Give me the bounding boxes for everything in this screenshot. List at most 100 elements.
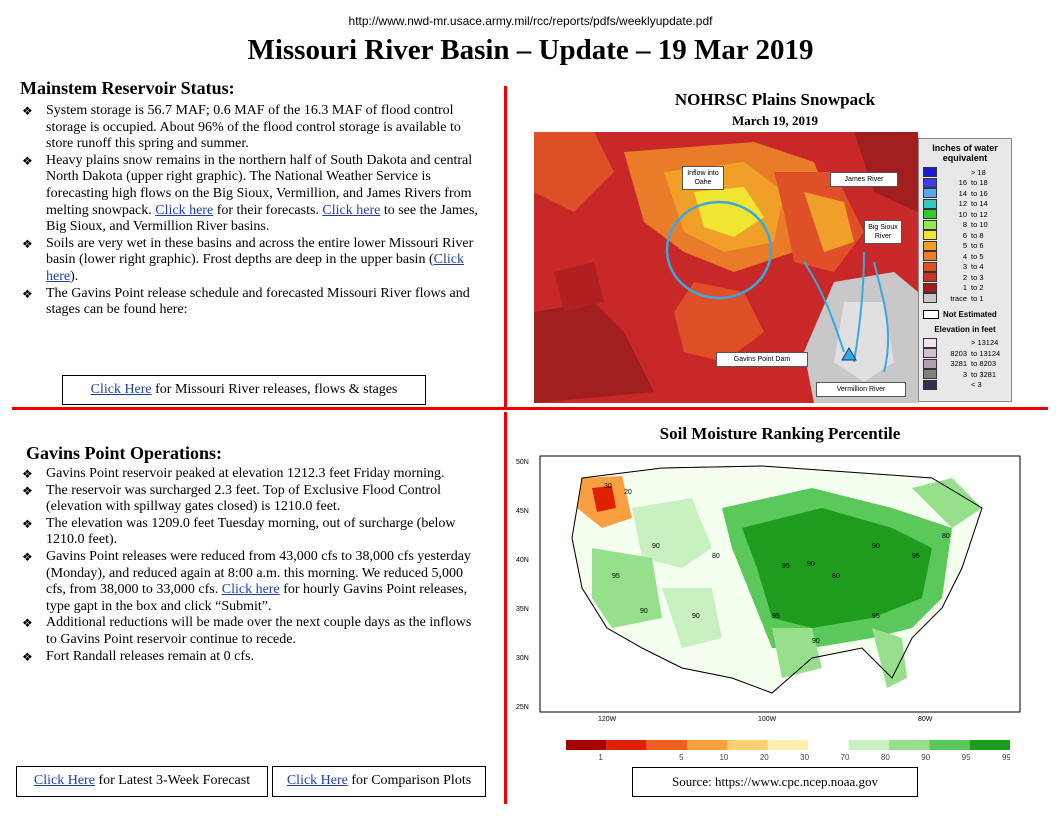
callout-big-sioux-river: Big Sioux River bbox=[864, 220, 902, 244]
scale-swatch bbox=[888, 740, 930, 750]
three-week-forecast-box[interactable]: Click Here for Latest 3-Week Forecast bbox=[16, 766, 268, 797]
scale-swatch bbox=[767, 740, 809, 750]
list-item: ❖ Gavins Point releases were reduced from… bbox=[0, 549, 485, 615]
soil-axis-ticks: 50N 45N 40N 35N 30N 25N 120W 100W 80W bbox=[516, 459, 933, 723]
callout-james-river: James River bbox=[830, 172, 898, 187]
bullet-text: The Gavins Point release schedule and fo… bbox=[46, 285, 470, 318]
not-estimated-text: Not Estimated bbox=[943, 309, 997, 319]
box-text: for Missouri River releases, flows & sta… bbox=[151, 382, 398, 397]
reservoir-heading: Mainstem Reservoir Status: bbox=[20, 78, 235, 98]
snow-legend-high: to 4 bbox=[971, 262, 984, 272]
scale-label: 30 bbox=[800, 753, 809, 762]
snow-legend-high: to 14 bbox=[971, 199, 988, 209]
contour-label: 90 bbox=[812, 638, 820, 645]
snow-legend-low: 3 bbox=[962, 262, 967, 272]
hourly-releases-link[interactable]: Click here bbox=[221, 582, 280, 598]
releases-link[interactable]: Click Here bbox=[90, 382, 152, 397]
snow-legend-swatch bbox=[923, 272, 937, 283]
contour-label: 95 bbox=[912, 553, 920, 560]
diamond-bullet-icon: ❖ bbox=[22, 286, 33, 301]
list-item: ❖ The elevation was 1209.0 feet Tuesday m… bbox=[0, 516, 485, 549]
scale-label: 90 bbox=[921, 753, 930, 762]
soil-scale-graphic: 1 5 10 20 30 70 80 90 95 99 bbox=[566, 740, 1011, 762]
snow-legend-row: 10 to 12 bbox=[923, 209, 1007, 220]
bullet-text: Gavins Point releases were reduced from … bbox=[46, 548, 471, 598]
frost-depth-link[interactable]: Click here bbox=[46, 252, 464, 284]
snow-legend-swatch bbox=[923, 251, 937, 262]
bullet-text: Soils are very wet in these basins and a… bbox=[46, 235, 474, 268]
scale-label: 80 bbox=[881, 753, 890, 762]
contour-label: 90 bbox=[872, 543, 880, 550]
diamond-bullet-icon: ❖ bbox=[22, 549, 33, 564]
snow-legend-row: 2 to 3 bbox=[923, 272, 1007, 283]
bullet-text: to see the James, Big Sioux, and Vermill… bbox=[46, 202, 478, 235]
snow-legend-high: > 18 bbox=[971, 167, 986, 177]
snow-legend-high: to 2 bbox=[971, 283, 984, 293]
scale-label: 1 bbox=[598, 753, 603, 762]
scale-swatch bbox=[808, 740, 849, 750]
gavins-heading: Gavins Point Operations: bbox=[26, 443, 223, 463]
source-text: Source: https://www.cpc.ncep.noaa.gov bbox=[671, 774, 879, 789]
bullet-text: The reservoir was surcharged 2.3 feet. T… bbox=[46, 482, 442, 515]
legend-rows: > 18 16 to 18 14 to 16 12 to 14 10 to 12 8 to 10 6 t… bbox=[919, 165, 1011, 306]
snowpack-map: Inflow into Oahe James River Big Sioux R… bbox=[534, 132, 918, 403]
box-text: for Comparison Plots bbox=[347, 773, 472, 788]
contour-label: 90 bbox=[807, 561, 815, 568]
bullet-text: The elevation was 1209.0 feet Tuesday mo… bbox=[46, 515, 456, 548]
source-box: Source: https://www.cpc.ncep.noaa.gov bbox=[632, 767, 918, 797]
scale-swatch bbox=[646, 740, 688, 750]
bullet-text: for hourly Gavins Point releases, type g… bbox=[46, 582, 468, 614]
snow-legend-high: to 6 bbox=[971, 241, 984, 251]
comparison-plots-box[interactable]: Click Here for Comparison Plots bbox=[272, 766, 486, 797]
releases-flows-stages-box[interactable]: Click Here for Missouri River releases, … bbox=[62, 375, 426, 405]
soil-moisture-map: 50N 45N 40N 35N 30N 25N 120W 100W 80W 30 20 90 80 90… bbox=[512, 448, 1032, 724]
lat-tick-label: 25N bbox=[516, 704, 529, 711]
snow-legend-swatch bbox=[923, 293, 937, 304]
lon-tick-label: 80W bbox=[918, 716, 933, 723]
box-text: for Latest 3-Week Forecast bbox=[94, 773, 251, 788]
diamond-bullet-icon: ❖ bbox=[22, 236, 33, 251]
elev-legend-high: to 8203 bbox=[971, 359, 997, 369]
snow-legend-swatch bbox=[923, 198, 937, 209]
horizontal-divider bbox=[12, 407, 1048, 410]
snow-legend-swatch bbox=[923, 188, 937, 199]
snow-legend-low: 16 bbox=[958, 178, 967, 188]
scale-label: 10 bbox=[719, 753, 728, 762]
bullet-text: Gavins Point reservoir peaked at elevati… bbox=[46, 466, 445, 481]
soil-contour-labels: 30 20 90 80 90 95 90 95 90 80 90 95 80 95 95 90 bbox=[604, 483, 950, 645]
comparison-plots-link[interactable]: Click Here bbox=[286, 773, 348, 788]
snow-legend-row: 5 to 6 bbox=[923, 240, 1007, 252]
page-title: Missouri River Basin – Update – 19 Mar 2… bbox=[247, 34, 814, 66]
elev-legend-low: 3281 bbox=[950, 359, 967, 369]
three-week-forecast-link[interactable]: Click Here bbox=[33, 773, 95, 788]
snow-legend-low: 8 bbox=[962, 220, 967, 230]
elev-legend-row: > 13124 bbox=[923, 337, 1007, 349]
snow-legend-swatch bbox=[923, 209, 937, 220]
not-estimated-swatch bbox=[923, 309, 939, 319]
snow-legend-low: 10 bbox=[958, 209, 967, 219]
soil-moisture-map-graphic: 50N 45N 40N 35N 30N 25N 120W 100W 80W 30 20 90 80 90… bbox=[516, 455, 1021, 723]
snow-legend-swatch bbox=[923, 167, 937, 178]
snowpack-legend: Inches of water equivalent > 18 16 to 18 14… bbox=[918, 138, 1012, 402]
elev-legend-high: < 3 bbox=[971, 380, 982, 390]
snow-legend-row: 1 to 2 bbox=[923, 282, 1007, 294]
list-item: ❖ The Gavins Point release schedule and f… bbox=[0, 286, 478, 319]
elev-legend-swatch bbox=[923, 358, 937, 369]
elev-legend-swatch bbox=[923, 337, 937, 348]
snow-legend-row: > 18 bbox=[923, 167, 1007, 178]
diamond-bullet-icon: ❖ bbox=[22, 649, 33, 664]
snow-legend-low: 4 bbox=[962, 251, 967, 261]
snow-legend-swatch bbox=[923, 240, 937, 251]
elev-legend-swatch bbox=[923, 379, 937, 390]
nws-forecast-link[interactable]: Click here bbox=[155, 202, 214, 218]
legend-title: Inches of water equivalent bbox=[932, 143, 998, 163]
elev-legend-swatch bbox=[923, 369, 937, 380]
reservoir-bullets: ❖ System storage is 56.7 MAF; 0.6 MAF of … bbox=[0, 103, 478, 319]
lat-tick-label: 45N bbox=[516, 508, 529, 515]
snow-legend-swatch bbox=[923, 282, 937, 293]
river-basins-link[interactable]: Click here bbox=[322, 202, 381, 218]
list-item: ❖ Fort Randall releases remain at 0 cfs. bbox=[0, 649, 485, 666]
list-item: ❖ System storage is 56.7 MAF; 0.6 MAF of … bbox=[0, 103, 478, 153]
bullet-text: Heavy plains snow remains in the norther… bbox=[46, 152, 473, 218]
snowpack-date: March 19, 2019 bbox=[731, 113, 819, 128]
